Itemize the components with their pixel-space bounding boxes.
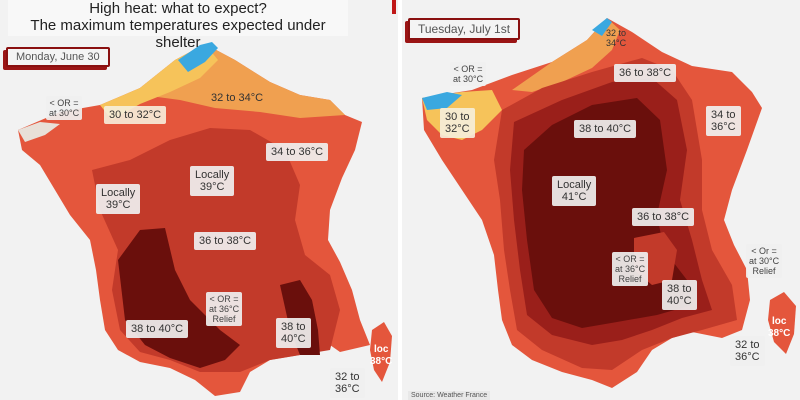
label-38-40: 38 to 40°C (574, 120, 637, 138)
label-30-32: 30 to 32°C (104, 106, 167, 124)
label-at-30-west: < OR = at 30°C (450, 62, 487, 86)
label-32-34: 32 to 34°C (211, 92, 264, 104)
label-at-30-east: < Or = at 30°C Relief (746, 244, 783, 278)
panel-divider (398, 0, 402, 400)
label-38-40-se: 38 to 40°C (662, 280, 697, 310)
label-at-30: < OR = at 30°C (46, 96, 83, 120)
label-34-36: 34 to 36°C (706, 106, 741, 136)
label-38-40-main: 38 to 40°C (126, 320, 189, 338)
label-36-38-center: 36 to 38°C (632, 208, 695, 226)
zone-under-30 (422, 92, 462, 110)
label-relief-36: < OR = at 36°C Relief (612, 252, 649, 286)
zone-under-30 (178, 42, 218, 72)
label-locally-39-b: Locally 39°C (190, 166, 235, 196)
label-30-32: 30 to 32°C (440, 108, 475, 138)
corsica (768, 292, 796, 354)
source-credit: Source: Weather France (408, 391, 491, 400)
title-line-2: The maximum temperatures expected under … (30, 17, 326, 51)
france-heat-map-june-30 (18, 42, 392, 396)
date-badge: Tuesday, July 1st (408, 18, 521, 40)
label-38-40-east: 38 to 40°C (276, 318, 311, 348)
label-32-36: 32 to 36°C (330, 368, 365, 398)
label-36-38: 36 to 38°C (194, 232, 257, 250)
corsica (370, 322, 392, 382)
label-relief-36: < OR = at 36°C Relief (206, 292, 243, 326)
title-line-1: High heat: what to expect? (89, 0, 267, 17)
zone-32-34 (512, 18, 620, 92)
label-locally-41: Locally 41°C (552, 176, 597, 206)
label-34-36: 34 to 36°C (266, 143, 329, 161)
label-loc-38-corsica: loc 38°C (370, 344, 393, 367)
label-32-34: 32 to 34°C (606, 28, 627, 48)
date-badge: Monday, June 30 (6, 47, 110, 67)
label-loc-38-corsica: loc 38°C (768, 316, 791, 339)
right-map-panel: Tuesday, July 1st 32 to 34°C < OR = at 3… (402, 0, 800, 400)
label-32-36: 32 to 36°C (730, 336, 765, 366)
left-map-panel: High heat: what to expect? The maximum t… (0, 0, 398, 400)
corner-accent (392, 0, 396, 14)
label-36-38-north: 36 to 38°C (614, 64, 677, 82)
map-title: High heat: what to expect? The maximum t… (8, 0, 348, 51)
label-locally-39-a: Locally 39°C (96, 184, 141, 214)
